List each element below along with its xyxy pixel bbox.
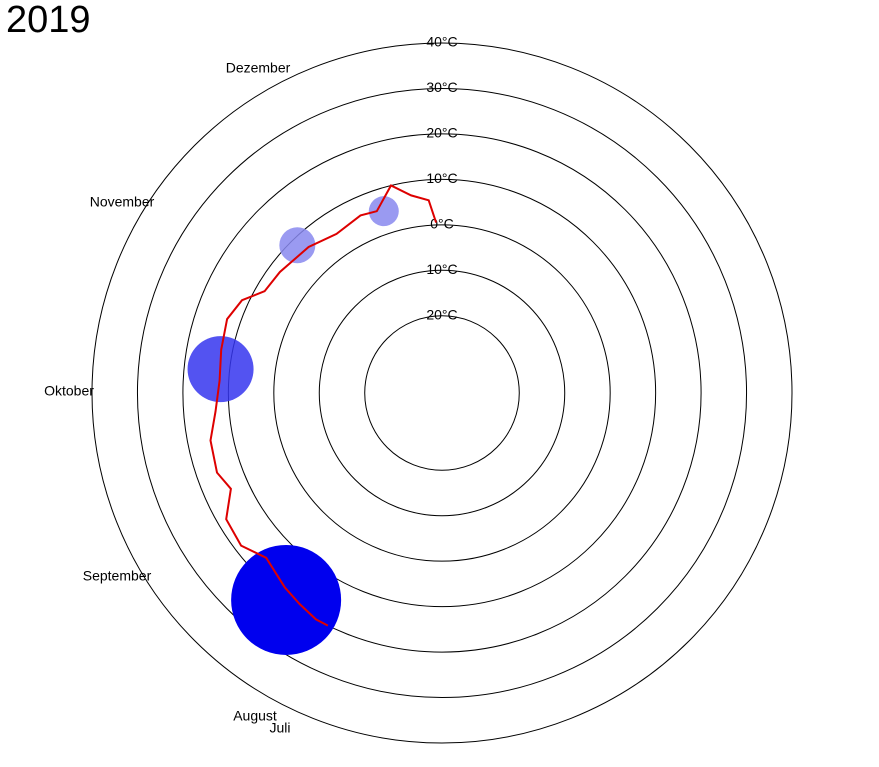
grid-circle: [364, 315, 520, 471]
chart-title: 2019: [6, 0, 91, 41]
month-label: Oktober: [44, 383, 94, 399]
month-label: August: [233, 708, 277, 724]
y-tick-label: 40°C: [426, 34, 457, 50]
bubble: [231, 544, 342, 655]
grid-circle: [182, 133, 702, 653]
grid-circle: [273, 224, 611, 562]
month-label: November: [90, 194, 155, 210]
grid-circle: [136, 87, 748, 699]
grid-circle: [91, 42, 793, 744]
month-label: Juli: [269, 720, 290, 736]
y-tick-label: 20°C: [426, 306, 457, 322]
temperature-line: [209, 184, 438, 627]
month-label: Dezember: [226, 60, 291, 76]
bubble: [368, 196, 399, 227]
grid-circle: [318, 269, 566, 517]
y-tick-label: 10°C: [426, 170, 457, 186]
bubble: [279, 227, 316, 264]
y-tick-label: 20°C: [426, 125, 457, 141]
y-tick-label: 30°C: [426, 79, 457, 95]
y-tick-label: 10°C: [426, 261, 457, 277]
month-label: September: [83, 568, 152, 584]
